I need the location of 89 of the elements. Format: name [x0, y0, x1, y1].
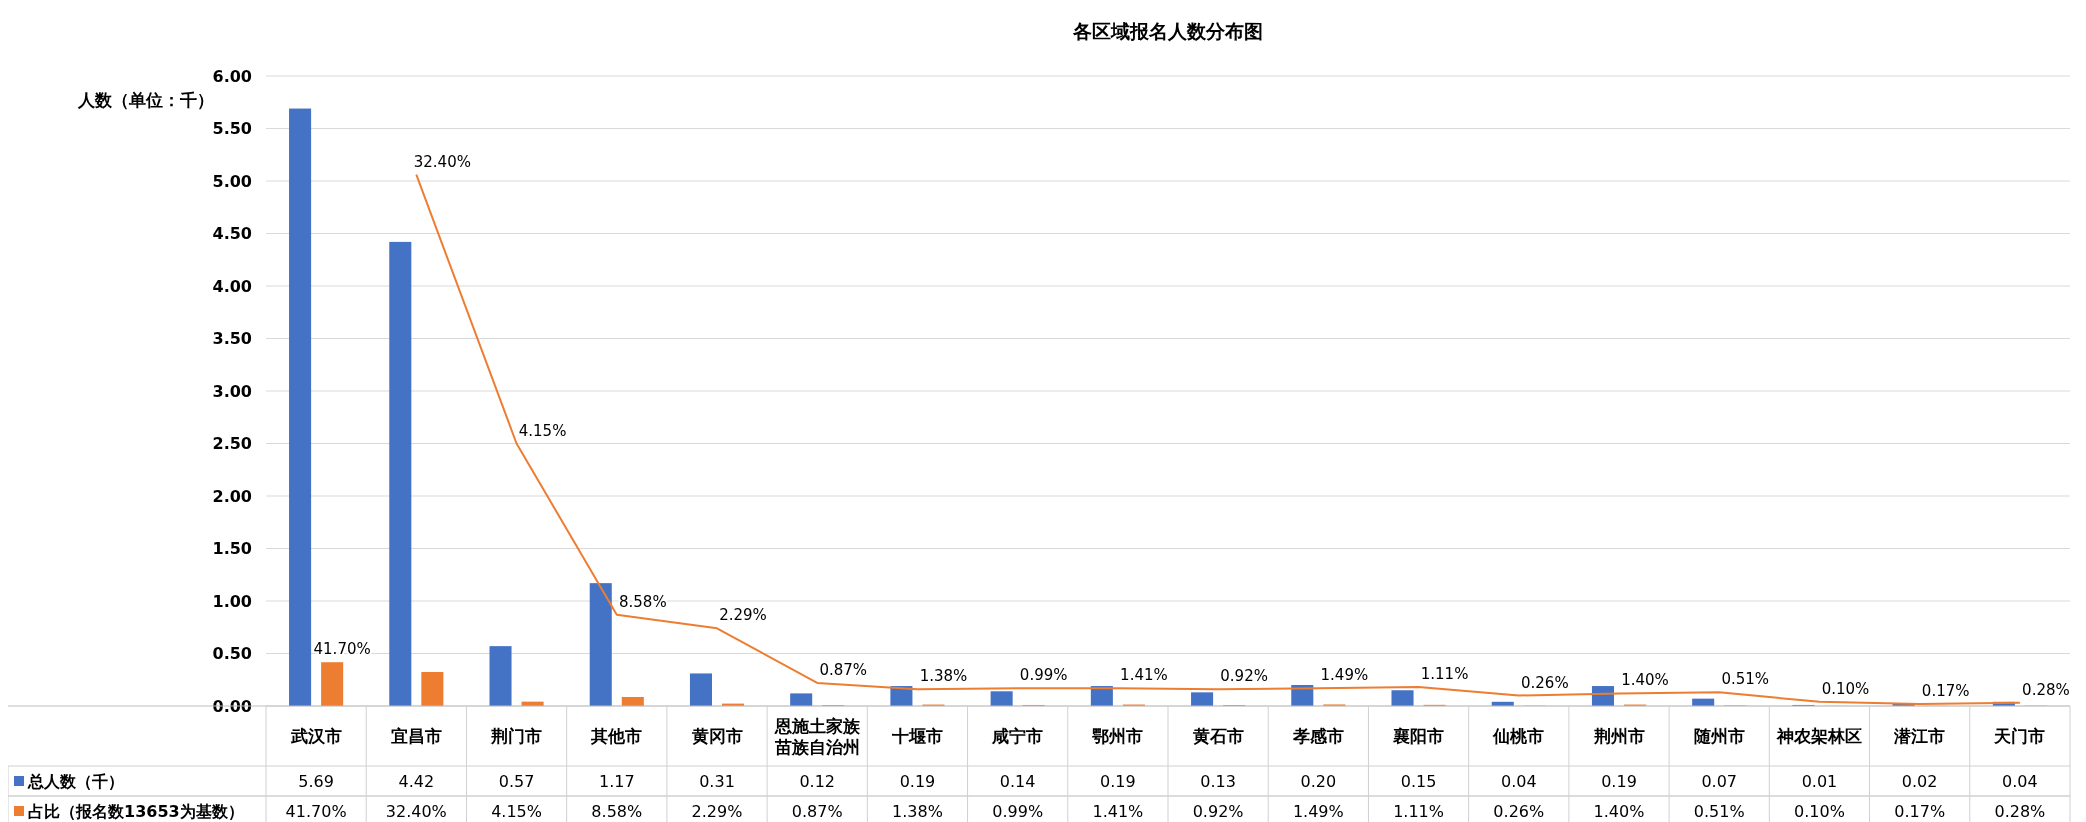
x-tick-label: 恩施土家族苗族自治州 [773, 715, 861, 757]
x-tick-label: 咸宁市 [991, 725, 1044, 746]
x-tick-label: 武汉市 [289, 725, 342, 746]
data-label: 1.40% [1593, 801, 1645, 821]
y-axis-title: 人数（单位：千） [77, 90, 214, 110]
y-tick-label: 2.50 [212, 434, 252, 454]
data-label: 1.38% [892, 801, 943, 821]
text: 0.17% [1921, 681, 1970, 700]
data-label: 0.19 [899, 771, 936, 791]
y-tick-label: 0.50 [212, 644, 252, 664]
y-tick-label: 4.00 [212, 276, 252, 296]
data-label: 0.04 [1500, 771, 1537, 791]
data-label: 0.17% [1894, 801, 1946, 821]
data-label: 0.51% [1693, 801, 1745, 821]
text: 1.38% [919, 667, 968, 686]
x-tick-label: 黄石市 [1191, 725, 1244, 746]
data-label: 1.17 [598, 771, 635, 791]
y-tick-label: 5.00 [212, 171, 252, 191]
data-label: 1.41% [1092, 801, 1144, 821]
x-tick-label: 荆门市 [490, 725, 543, 746]
data-label: 0.07 [1701, 771, 1738, 791]
data-label: 0.92% [1192, 801, 1244, 821]
data-label: 0.15 [1400, 771, 1437, 791]
text: 0.26% [1520, 673, 1569, 692]
y-tick-label: 6.00 [212, 66, 252, 86]
y-tick-label: 4.50 [212, 224, 252, 244]
data-label: 0.19 [1100, 771, 1136, 791]
data-label: 1.49% [1292, 801, 1344, 821]
text: 1.11% [1420, 665, 1469, 684]
text: 0.92% [1220, 667, 1268, 686]
y-tick-label: 3.00 [212, 381, 252, 401]
y-tick-label: 3.50 [212, 329, 252, 349]
data-label: 0.01 [1801, 771, 1838, 791]
text: 32.40% [413, 152, 471, 171]
data-label: 0.12 [799, 771, 836, 791]
text: 8.58% [618, 592, 667, 611]
x-tick-label: 十堰市 [890, 725, 943, 746]
data-label: 4.15% [491, 801, 542, 821]
data-label: 0.28% [1994, 801, 2046, 821]
data-label: 0.19 [1601, 771, 1637, 791]
y-tick-label: 1.00 [212, 591, 252, 611]
y-tick-label: 1.50 [212, 539, 252, 559]
data-label: 0.10% [1794, 801, 1845, 821]
text: 1.40% [1621, 671, 1669, 690]
text: 2.29% [719, 606, 767, 625]
data-label: 0.87% [791, 801, 843, 821]
text: 0.51% [1721, 670, 1770, 689]
data-label: 2.29% [691, 801, 743, 821]
text: 1.49% [1320, 666, 1369, 685]
text: 1.41% [1120, 666, 1168, 685]
x-tick-label: 天门市 [1993, 725, 2046, 746]
data-label: 0.99% [992, 801, 1044, 821]
y-tick-label: 0.00 [212, 696, 252, 716]
data-label: 0.26% [1493, 801, 1545, 821]
x-tick-label: 鄂州市 [1092, 725, 1144, 746]
x-tick-label: 宜昌市 [390, 725, 442, 746]
y-tick-label: 2.00 [212, 486, 252, 506]
text: 4.15% [518, 421, 567, 440]
data-label: 0.57 [498, 771, 535, 791]
text: 0.28% [2022, 680, 2070, 699]
text: 0.99% [1019, 666, 1068, 685]
data-label: 32.40% [385, 801, 447, 821]
data-label: 8.58% [591, 801, 643, 821]
legend-label: 总人数（千） [27, 771, 124, 791]
legend-label: 占比（报名数13653为基数） [28, 801, 244, 821]
data-label: 0.14 [999, 771, 1036, 791]
text: 0.87% [819, 660, 868, 679]
data-label: 0.02 [1901, 771, 1938, 791]
x-tick-label: 襄阳市 [1392, 725, 1445, 746]
data-label: 0.31 [699, 771, 735, 791]
text: 0.10% [1821, 679, 1870, 698]
y-tick-label: 5.50 [212, 119, 252, 139]
x-tick-label: 黄冈市 [690, 725, 743, 746]
data-label: 4.42 [398, 771, 435, 791]
data-label: 0.04 [2002, 771, 2038, 791]
x-tick-label: 随州市 [1693, 725, 1745, 746]
x-tick-label: 孝感市 [1291, 725, 1344, 746]
data-label: 1.11% [1393, 801, 1444, 821]
data-label: 0.20 [1300, 771, 1337, 791]
x-tick-label: 荆州市 [1592, 725, 1645, 746]
data-label: 0.13 [1200, 771, 1236, 791]
data-label: 41.70% [285, 801, 347, 821]
x-tick-label: 仙桃市 [1492, 725, 1545, 746]
data-label: 5.69 [298, 771, 334, 791]
text: 41.70% [313, 640, 371, 659]
x-tick-label: 潜江市 [1893, 725, 1946, 746]
x-tick-label: 神农架林区 [1775, 725, 1862, 746]
chart-title: 各区域报名人数分布图 [1072, 20, 1263, 42]
x-tick-label: 其他市 [590, 725, 643, 746]
